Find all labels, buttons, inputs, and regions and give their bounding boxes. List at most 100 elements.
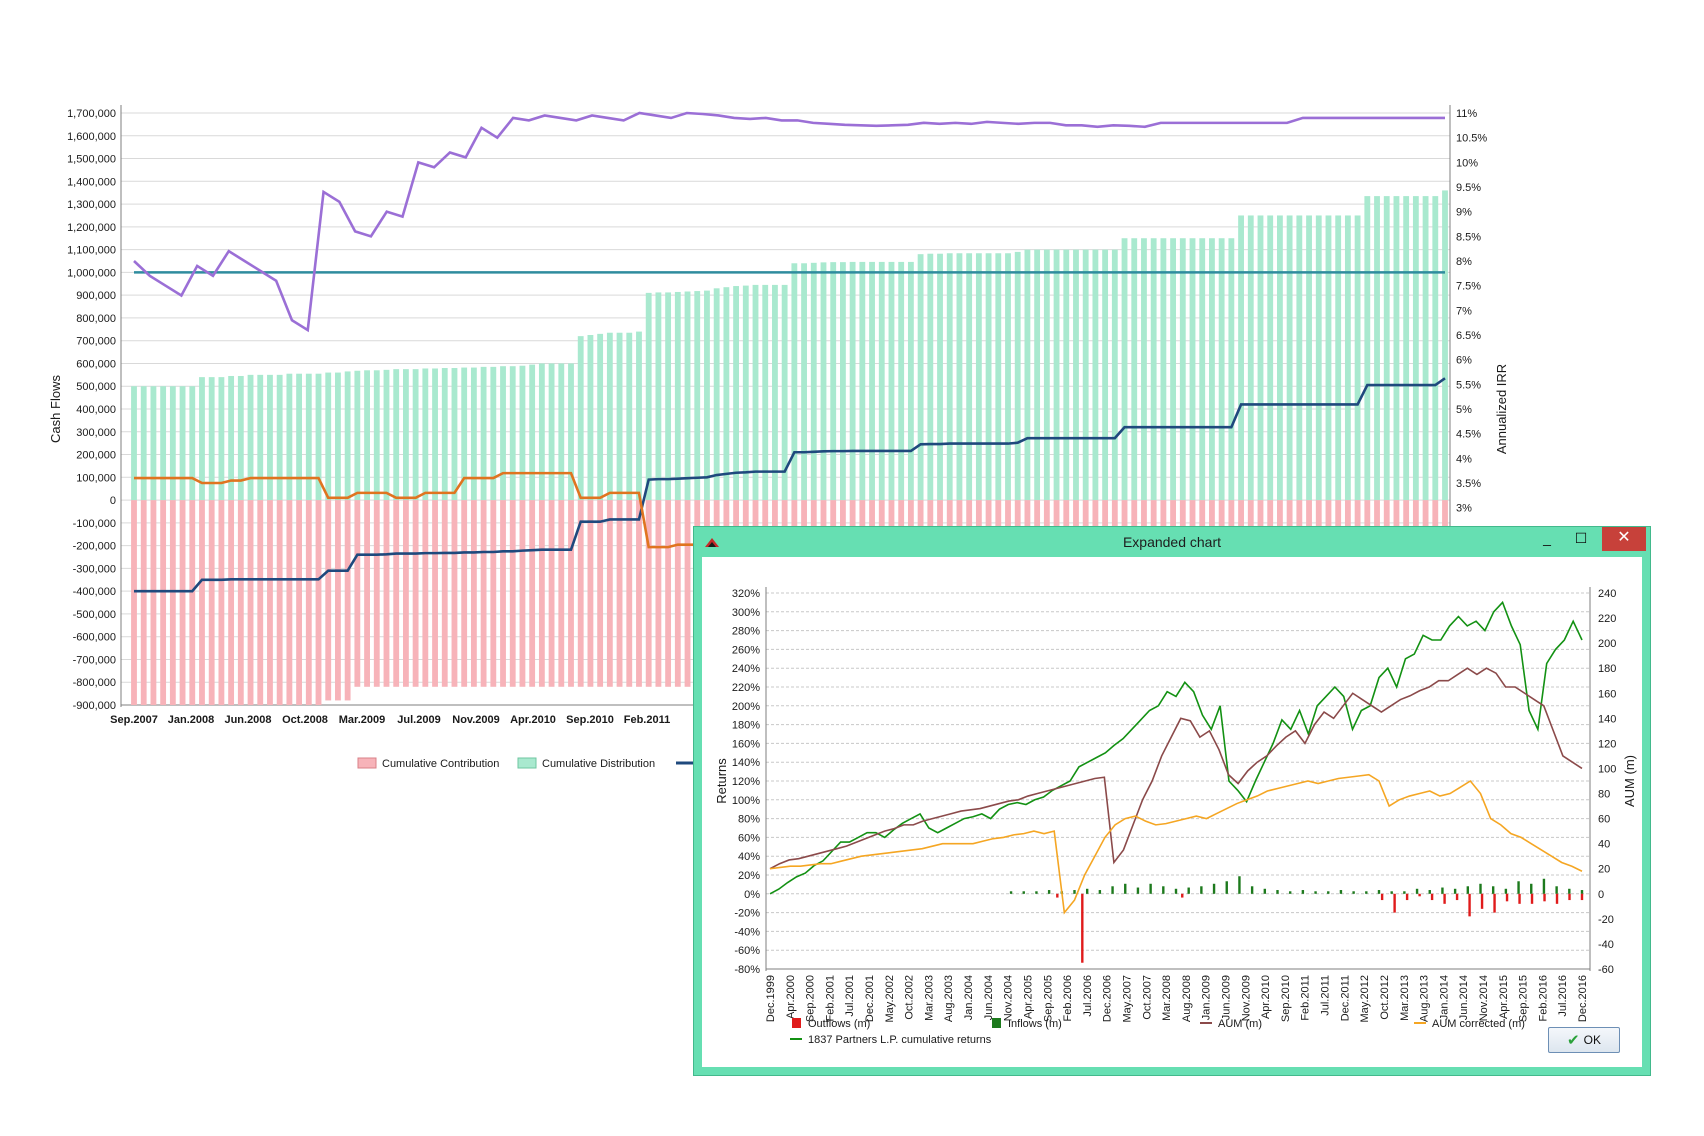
minimize-button[interactable]: _ xyxy=(1543,530,1551,546)
legend-label: Inflows (m) xyxy=(1008,1018,1062,1030)
distribution-bar xyxy=(995,253,1002,501)
distribution-bar xyxy=(1383,196,1390,501)
distribution-bar xyxy=(752,284,759,501)
x-tick-label: Apr.2010 xyxy=(1260,975,1272,1019)
check-icon: ✔ xyxy=(1567,1032,1580,1049)
inflow-bar xyxy=(1377,890,1381,894)
contribution-bar xyxy=(364,500,370,687)
distribution-bar xyxy=(1150,238,1157,501)
contribution-bar xyxy=(169,500,176,705)
distribution-bar xyxy=(626,332,633,501)
distribution-bar xyxy=(859,261,866,501)
y-tick-label: 900,000 xyxy=(76,290,116,302)
y-tick-label: -20% xyxy=(734,908,760,920)
inflow-bar xyxy=(1555,886,1558,894)
x-tick-label: Oct.2007 xyxy=(1141,975,1153,1020)
y2-tick-label: 7% xyxy=(1456,305,1472,317)
y-tick-label: 1,500,000 xyxy=(67,154,116,166)
distribution-bar xyxy=(228,375,235,501)
maximize-button[interactable]: ☐ xyxy=(1574,530,1588,546)
legend-label: Outflows (m) xyxy=(808,1018,870,1030)
inflow-bar xyxy=(1453,888,1457,894)
distribution-bar xyxy=(1014,251,1021,501)
y-tick-label: -60% xyxy=(734,945,760,957)
distribution-bar xyxy=(878,261,885,501)
y2-tick-label: 100 xyxy=(1598,763,1616,775)
x-tick-label: Feb.2006 xyxy=(1062,975,1074,1021)
distribution-bar xyxy=(1199,238,1206,501)
distribution-bar xyxy=(1257,215,1264,501)
contribution-bar xyxy=(140,500,147,705)
y2-tick-label: 160 xyxy=(1598,688,1616,700)
distribution-bar xyxy=(373,370,380,501)
distribution-bar xyxy=(548,363,555,501)
distribution-bar xyxy=(830,262,837,501)
contribution-bar xyxy=(296,500,303,705)
inflow-bar xyxy=(1580,890,1584,894)
distribution-bar xyxy=(1267,215,1274,501)
distribution-bar xyxy=(432,368,438,501)
contribution-bar xyxy=(383,500,390,687)
contribution-bar xyxy=(490,500,497,687)
inflow-bar xyxy=(1263,888,1267,894)
outflow-bar xyxy=(1543,893,1546,902)
distribution-bar xyxy=(713,288,720,501)
contribution-bar xyxy=(529,500,536,687)
y2-tick-label: 240 xyxy=(1598,588,1616,600)
contribution-bar xyxy=(461,500,468,687)
contribution-bar xyxy=(500,500,506,687)
y2-tick-label: 3.5% xyxy=(1456,478,1481,490)
inflow-bar xyxy=(1225,881,1228,894)
contribution-bar xyxy=(538,500,545,687)
inflow-bar xyxy=(1517,881,1520,894)
y-tick-label: 40% xyxy=(738,851,760,863)
contribution-bar xyxy=(218,500,225,705)
inflow-bar xyxy=(1250,886,1254,894)
inflow-bar xyxy=(1390,891,1393,894)
x-tick-label: Aug.2013 xyxy=(1419,975,1431,1022)
distribution-bar xyxy=(150,386,157,501)
distribution-bar xyxy=(305,373,312,501)
x-tick-label: Oct.2002 xyxy=(904,975,916,1020)
contribution-bar xyxy=(674,500,681,687)
x-tick-label: Jun.2009 xyxy=(1221,975,1233,1020)
distribution-bar xyxy=(1209,238,1215,501)
returns-aum-chart: 320%300%280%260%240%220%200%180%160%140%… xyxy=(714,587,1637,1046)
ok-button[interactable]: ✔ OK xyxy=(1548,1027,1620,1053)
distribution-bar xyxy=(296,373,303,501)
outflow-bar xyxy=(1518,893,1521,904)
distribution-bar xyxy=(869,261,875,501)
x-tick-label: Feb.2016 xyxy=(1537,975,1549,1021)
y2-tick-label: -40 xyxy=(1598,939,1614,951)
close-button[interactable]: ✕ xyxy=(1602,527,1646,551)
y2-tick-label: 7.5% xyxy=(1456,281,1481,293)
inflow-bar xyxy=(1491,886,1495,894)
inflow-bar xyxy=(1542,878,1546,894)
contribution-bar xyxy=(315,500,322,705)
inflow-bar xyxy=(1035,891,1038,894)
distribution-bar xyxy=(1121,238,1128,501)
y-tick-label: 1,700,000 xyxy=(67,108,116,120)
inflow-bar xyxy=(1504,888,1508,894)
y-tick-label: -40% xyxy=(734,926,760,938)
contribution-bar xyxy=(179,500,186,705)
distribution-bar xyxy=(1422,196,1429,501)
y-tick-label: 200% xyxy=(732,701,760,713)
x-tick-label: Apr.2015 xyxy=(1498,975,1510,1019)
y-tick-label: 160% xyxy=(732,738,760,750)
x-tick-label: Jul.2001 xyxy=(844,975,856,1017)
legend-label: AUM corrected (m) xyxy=(1432,1018,1525,1030)
inflow-bar xyxy=(1314,891,1317,894)
x-tick-label: Aug.2008 xyxy=(1181,975,1193,1022)
inflow-bar xyxy=(1136,887,1140,894)
distribution-bar xyxy=(325,372,332,501)
y-tick-label: 0% xyxy=(744,889,760,901)
y2-tick-label: 5.5% xyxy=(1456,379,1481,391)
y-tick-label: 180% xyxy=(732,720,760,732)
x-tick-label: Jul.2016 xyxy=(1557,975,1569,1017)
distribution-bar xyxy=(568,363,574,501)
distribution-bar xyxy=(1247,215,1254,501)
inflow-bar xyxy=(1568,888,1571,894)
distribution-bar xyxy=(257,374,264,501)
dialog-titlebar[interactable]: Expanded chart _ ☐ ✕ xyxy=(694,527,1650,557)
